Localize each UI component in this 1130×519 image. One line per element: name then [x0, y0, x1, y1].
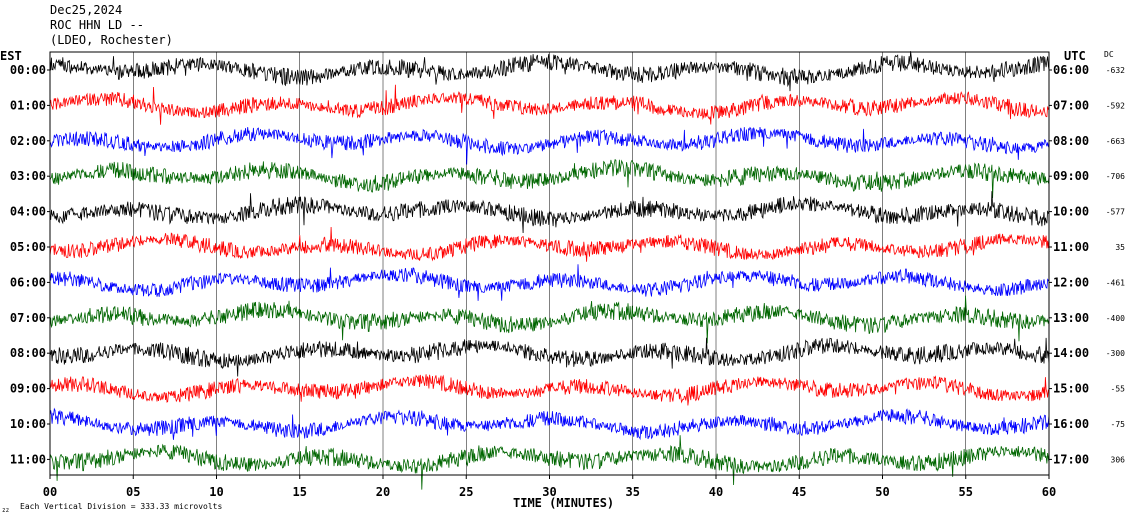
est-hour-label: 02:00	[10, 134, 46, 148]
utc-hour-label: 09:00	[1053, 169, 1089, 183]
utc-hour-label: 17:00	[1053, 452, 1089, 466]
x-tick-label: 20	[376, 485, 390, 499]
x-tick-label: 10	[209, 485, 223, 499]
est-hour-label: 03:00	[10, 169, 46, 183]
x-tick-label: 50	[875, 485, 889, 499]
x-tick-label: 05	[126, 485, 140, 499]
utc-hour-label: 10:00	[1053, 205, 1089, 219]
x-tick-label: 30	[542, 485, 556, 499]
est-hour-label: 08:00	[10, 346, 46, 360]
vertical-scale-note: Each Vertical Division = 333.33 microvol…	[20, 502, 222, 511]
station-code: ROC HHN LD --	[50, 18, 144, 32]
x-tick-label: 40	[709, 485, 723, 499]
station-location: (LDEO, Rochester)	[50, 33, 173, 47]
utc-hour-label: 16:00	[1053, 417, 1089, 431]
dc-offset-label: -663	[1106, 137, 1125, 146]
trace-line	[49, 295, 1050, 344]
est-hour-label: 06:00	[10, 275, 46, 289]
utc-hour-label: 14:00	[1053, 346, 1089, 360]
station-date: Dec25,2024	[50, 3, 123, 17]
chart-grid	[133, 52, 966, 475]
trace-line	[49, 374, 1050, 406]
utc-hour-label: 07:00	[1053, 98, 1089, 112]
dc-offset-label: -400	[1106, 314, 1125, 323]
trace-line	[49, 337, 1050, 377]
dc-offset-label: -577	[1106, 208, 1125, 217]
est-hour-label: 04:00	[10, 205, 46, 219]
trace-line	[49, 126, 1050, 165]
x-tick-label: 60	[1042, 485, 1056, 499]
trace-line	[49, 264, 1050, 301]
utc-hour-label: 06:00	[1053, 63, 1089, 77]
trace-line	[49, 435, 1050, 490]
trace-line	[49, 159, 1050, 199]
trace-line	[49, 84, 1050, 125]
dc-offset-label: -592	[1106, 101, 1125, 110]
utc-hour-label: 13:00	[1053, 311, 1089, 325]
chart-axes: 00 05 10 15 20 25 30 35 40 45 50 55 60 00:00 06:00 -632…	[10, 51, 1126, 499]
utc-hour-label: 11:00	[1053, 240, 1089, 254]
x-tick-label: 15	[293, 485, 307, 499]
dc-offset-label: -632	[1106, 66, 1125, 75]
trace-line	[49, 191, 1050, 234]
x-tick-label: 00	[43, 485, 57, 499]
trace-line	[49, 51, 1050, 92]
est-hour-label: 05:00	[10, 240, 46, 254]
dc-offset-label: -706	[1106, 172, 1125, 181]
utc-hour-label: 08:00	[1053, 134, 1089, 148]
trace-line	[49, 226, 1050, 262]
seismogram-traces	[49, 51, 1050, 490]
est-hour-label: 09:00	[10, 382, 46, 396]
dc-offset-label: -461	[1106, 278, 1125, 287]
est-hour-label: 11:00	[10, 452, 46, 466]
est-hour-label: 10:00	[10, 417, 46, 431]
x-tick-label: 45	[792, 485, 806, 499]
est-hour-label: 01:00	[10, 98, 46, 112]
dc-offset-label: -300	[1106, 349, 1125, 358]
utc-hour-label: 15:00	[1053, 382, 1089, 396]
est-hour-label: 07:00	[10, 311, 46, 325]
dc-offset-label: 306	[1111, 455, 1126, 464]
dc-column-label: DC	[1104, 50, 1114, 59]
utc-axis-label: UTC	[1064, 49, 1086, 63]
est-hour-label: 00:00	[10, 63, 46, 77]
x-tick-label: 35	[626, 485, 640, 499]
x-tick-label: 55	[959, 485, 973, 499]
dc-offset-label: -55	[1111, 385, 1126, 394]
utc-hour-label: 12:00	[1053, 275, 1089, 289]
dc-offset-label: -75	[1111, 420, 1126, 429]
dc-offset-label: 35	[1115, 243, 1125, 252]
footer-mark: zz	[2, 507, 10, 514]
x-tick-label: 25	[459, 485, 473, 499]
est-axis-label: EST	[0, 49, 22, 63]
trace-line	[49, 407, 1050, 441]
x-axis-title: TIME (MINUTES)	[513, 496, 614, 510]
